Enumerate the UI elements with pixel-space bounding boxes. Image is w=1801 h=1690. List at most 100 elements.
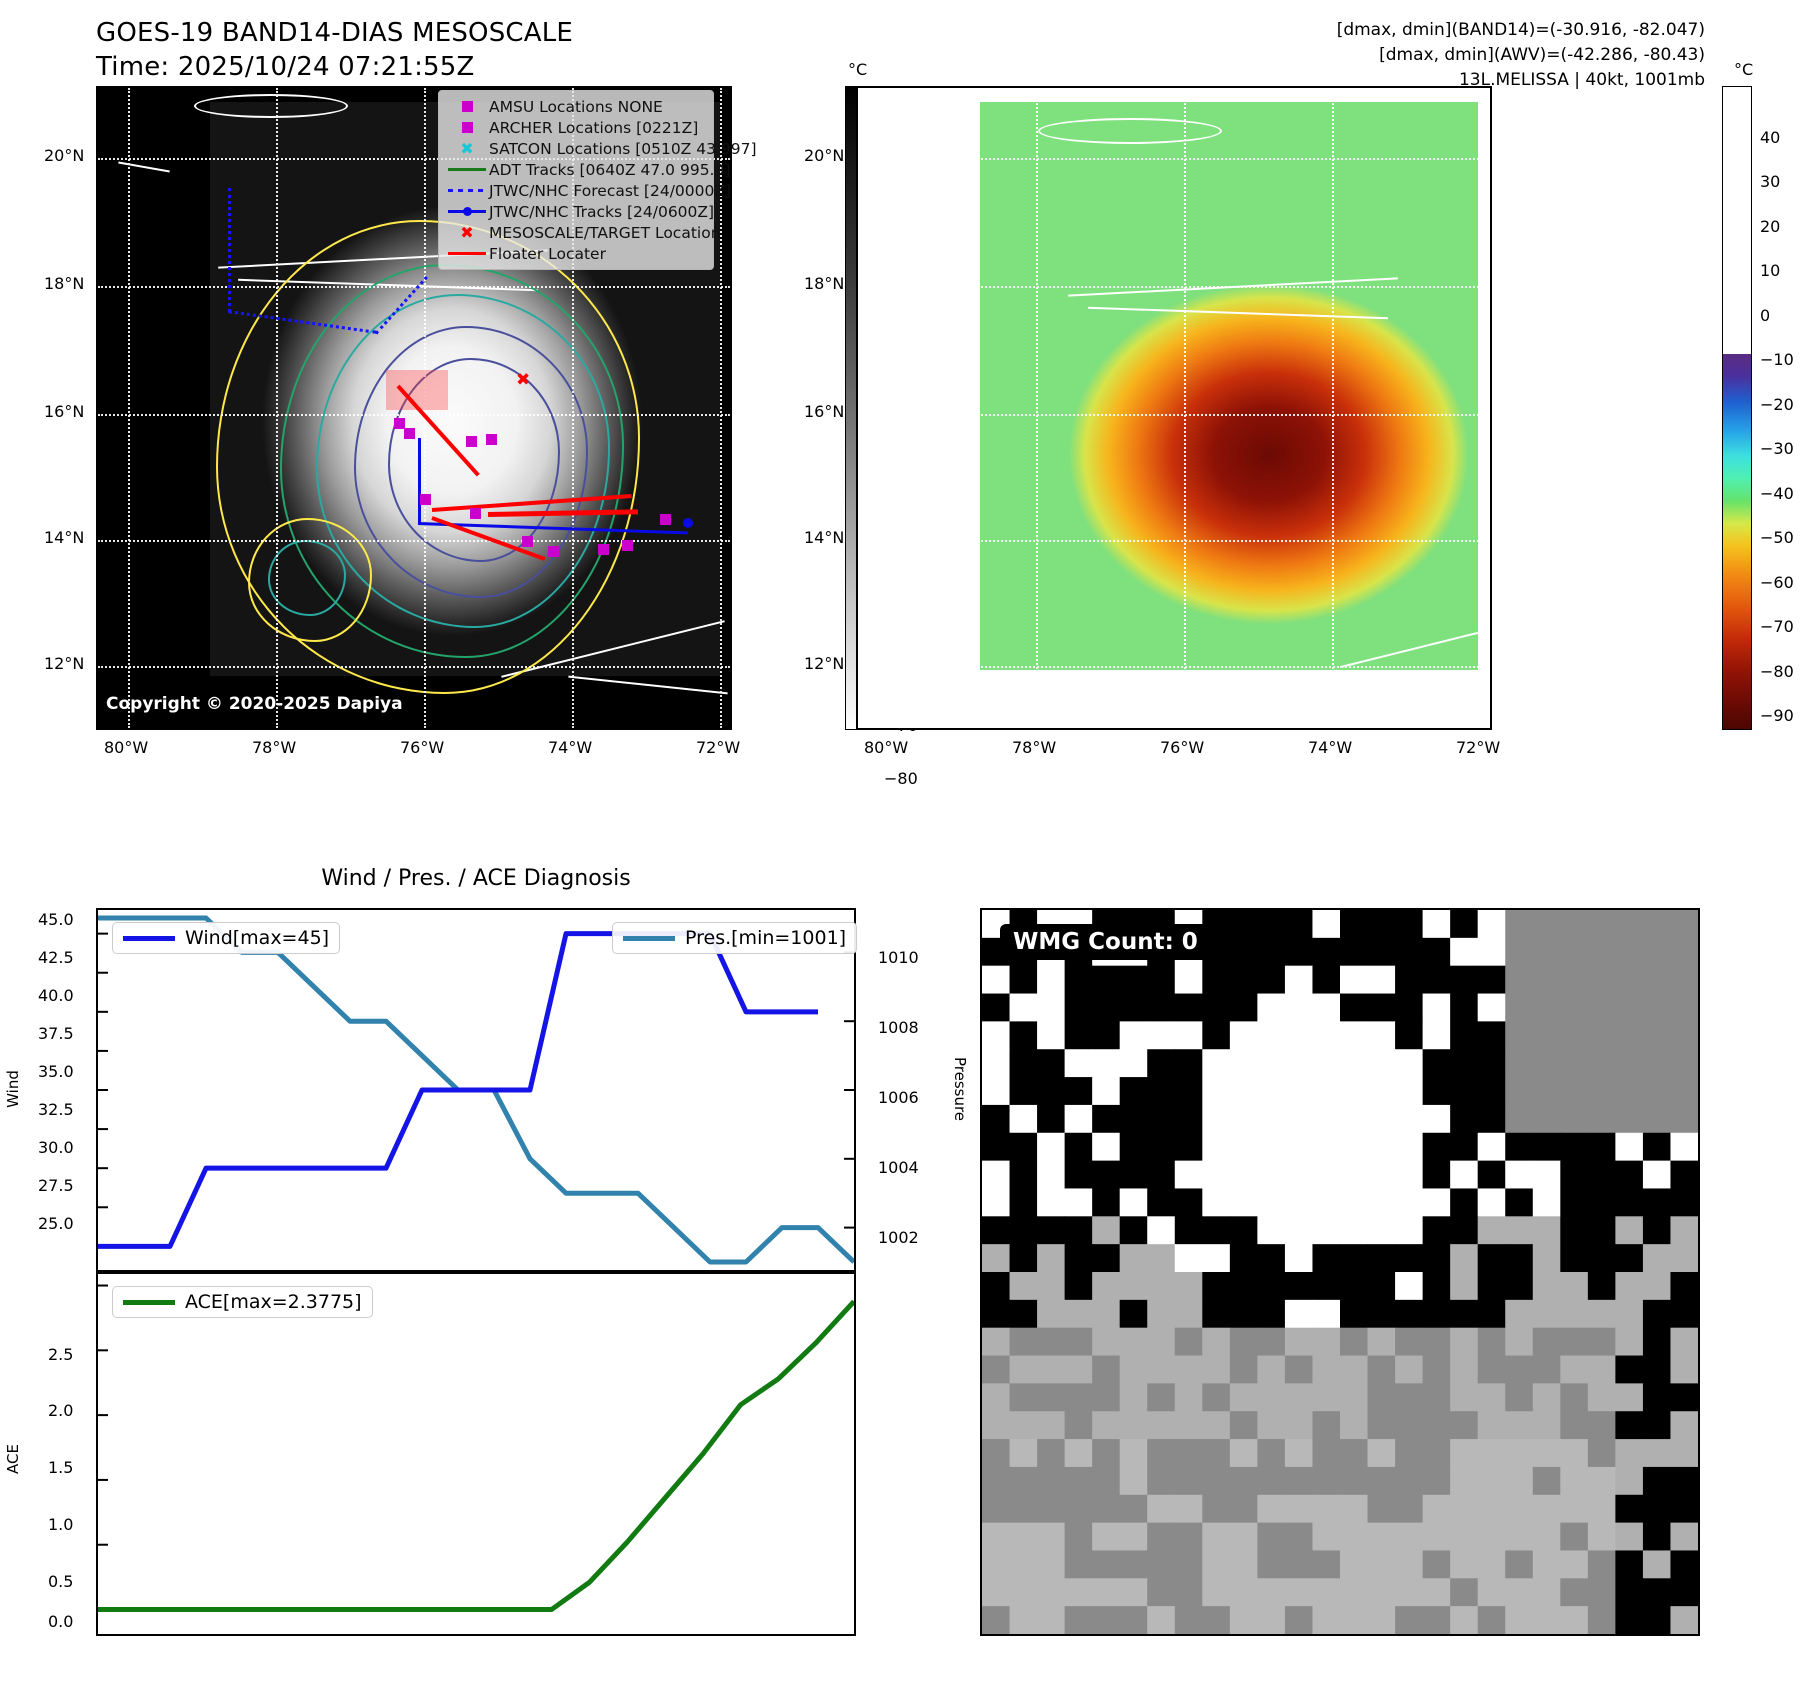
ace-tick: 2.5 bbox=[48, 1345, 74, 1364]
wmg-map[interactable]: WMG Count: 0 bbox=[980, 908, 1700, 1636]
square-magenta-icon bbox=[445, 122, 489, 133]
wind-legend-swatch bbox=[123, 935, 175, 941]
line-dotted-blue-icon bbox=[445, 189, 489, 192]
ace-legend[interactable]: ACE[max=2.3775] bbox=[112, 1286, 373, 1318]
wind-tick: 37.5 bbox=[38, 1024, 74, 1043]
awv-lat-label: 12°N bbox=[804, 654, 845, 673]
ace-tick: 2.0 bbox=[48, 1401, 74, 1420]
awv-cb-tick: −30 bbox=[1760, 439, 1794, 458]
legend-label: MESOSCALE/TARGET Location bbox=[489, 223, 721, 242]
wind-tick: 35.0 bbox=[38, 1062, 74, 1081]
legend-item-satcon[interactable]: ✖ SATCON Locations [0510Z 43 997] bbox=[445, 138, 756, 159]
pressure-legend-swatch bbox=[623, 935, 675, 941]
pressure-legend[interactable]: Pres.[min=1001] bbox=[612, 922, 858, 954]
ir-lat-label: 20°N bbox=[44, 146, 85, 165]
legend-item-amsu[interactable]: AMSU Locations NONE bbox=[445, 96, 707, 117]
awv-lon-label: 80°W bbox=[864, 738, 909, 757]
ir-map-legend[interactable]: AMSU Locations NONE ARCHER Locations [02… bbox=[438, 90, 757, 270]
legend-item-jtwc-tracks[interactable]: JTWC/NHC Tracks [24/0600Z] bbox=[445, 201, 714, 222]
legend-item-adt-tracks[interactable]: ADT Tracks [0640Z 47.0 995.0] bbox=[445, 159, 730, 180]
ir-sector-mask-right bbox=[720, 88, 730, 728]
copyright-text: Copyright © 2020-2025 Dapiya bbox=[106, 694, 403, 714]
wind-tick: 25.0 bbox=[38, 1214, 74, 1233]
awv-cb-tick: −20 bbox=[1760, 395, 1794, 414]
legend-item-forecast[interactable]: JTWC/NHC Forecast [24/0000Z] bbox=[445, 180, 731, 201]
pressure-axis-label: Pressure bbox=[951, 1056, 970, 1122]
awv-lat-label: 20°N bbox=[804, 146, 845, 165]
wind-legend[interactable]: Wind[max=45] bbox=[112, 922, 341, 954]
archer-location-marker bbox=[470, 508, 481, 519]
wind-tick: 27.5 bbox=[38, 1176, 74, 1195]
wind-axis-label: Wind bbox=[3, 1070, 22, 1108]
legend-label: SATCON Locations [0510Z 43 997] bbox=[489, 139, 757, 158]
gridline-lat-20N bbox=[98, 158, 730, 160]
ace-plot bbox=[98, 1284, 854, 1613]
awv-mask-bottom bbox=[858, 670, 1490, 728]
legend-label: AMSU Locations NONE bbox=[489, 97, 663, 116]
legend-item-archer[interactable]: ARCHER Locations [0221Z] bbox=[445, 117, 707, 138]
ace-tick: 1.5 bbox=[48, 1458, 74, 1477]
awv-lon-label: 78°W bbox=[1012, 738, 1057, 757]
jtwc-track-segment-1 bbox=[418, 438, 421, 524]
awv-cb-tick: 20 bbox=[1760, 217, 1781, 236]
ace-chart[interactable] bbox=[96, 1272, 856, 1636]
ir-lat-label: 16°N bbox=[44, 402, 85, 421]
wind-tick: 32.5 bbox=[38, 1100, 74, 1119]
ace-legend-label: ACE[max=2.3775] bbox=[185, 1291, 362, 1313]
metadata-block: [dmax, dmin](BAND14)=(-30.916, -82.047) … bbox=[1337, 18, 1705, 93]
gridline-lon-76W bbox=[1184, 88, 1186, 728]
awv-cb-tick: −10 bbox=[1760, 350, 1794, 369]
page-title: GOES-19 BAND14-DIAS MESOSCALE Time: 2025… bbox=[96, 16, 573, 84]
ace-tick: 0.5 bbox=[48, 1572, 74, 1591]
awv-colorbar[interactable] bbox=[1722, 86, 1752, 730]
line-green-icon bbox=[445, 168, 489, 171]
legend-label: JTWC/NHC Forecast [24/0000Z] bbox=[489, 181, 732, 200]
ir-lat-label: 14°N bbox=[44, 528, 85, 547]
legend-item-floater-locater[interactable]: Floater Locater bbox=[445, 243, 707, 264]
pressure-tick: 1004 bbox=[878, 1158, 919, 1177]
wind-tick: 40.0 bbox=[38, 986, 74, 1005]
contour-teal bbox=[316, 294, 610, 628]
coastline-cuba bbox=[1038, 118, 1222, 144]
coastline-cuba bbox=[194, 94, 348, 118]
ir-lat-label: 12°N bbox=[44, 654, 85, 673]
archer-location-marker bbox=[598, 544, 609, 555]
jtwc-track-marker bbox=[683, 518, 693, 528]
gridline-lon-74W bbox=[1332, 88, 1334, 728]
ir-lat-label: 18°N bbox=[44, 274, 85, 293]
awv-imagery bbox=[980, 102, 1478, 670]
ace-tick: 1.0 bbox=[48, 1515, 74, 1534]
wind-pressure-chart[interactable] bbox=[96, 908, 856, 1272]
awv-cb-tick: −60 bbox=[1760, 573, 1794, 592]
forecast-track-segment-1 bbox=[228, 188, 231, 312]
awv-map[interactable] bbox=[856, 86, 1492, 730]
ir-mesoscale-map[interactable]: ✖ Copyright © 2020-2025 Dapiya bbox=[96, 86, 732, 730]
contour-yellow-sw bbox=[248, 518, 372, 642]
archer-location-marker bbox=[404, 428, 415, 439]
gridline-lon-78W bbox=[276, 88, 278, 728]
gridline-lat-16N bbox=[858, 414, 1490, 416]
pressure-tick: 1010 bbox=[878, 948, 919, 967]
archer-location-marker bbox=[486, 434, 497, 445]
ace-axis-label: ACE bbox=[3, 1444, 22, 1474]
title-line-2: Time: 2025/10/24 07:21:55Z bbox=[96, 52, 475, 82]
awv-lat-label: 14°N bbox=[804, 528, 845, 547]
archer-location-marker bbox=[466, 436, 477, 447]
awv-mask-left bbox=[858, 88, 980, 728]
awv-lon-label: 74°W bbox=[1308, 738, 1353, 757]
awv-mask-top bbox=[858, 88, 1490, 102]
ir-lon-label: 78°W bbox=[252, 738, 297, 757]
gridline-lon-72W bbox=[1480, 88, 1482, 728]
wind-tick: 42.5 bbox=[38, 948, 74, 967]
legend-item-mesoscale-target[interactable]: ✖ MESOSCALE/TARGET Location bbox=[445, 222, 720, 243]
pressure-tick: 1006 bbox=[878, 1088, 919, 1107]
contour-navy-inner bbox=[388, 358, 560, 562]
wmg-cells bbox=[982, 910, 1698, 1634]
awv-cb-tick: 30 bbox=[1760, 172, 1781, 191]
contour-teal-sw bbox=[268, 540, 346, 616]
awv-cb-tick: 0 bbox=[1760, 306, 1771, 325]
gridline-lat-12N bbox=[98, 666, 730, 668]
meta-awv-range: [dmax, dmin](AWV)=(-42.286, -80.43) bbox=[1379, 45, 1705, 65]
archer-location-marker bbox=[622, 540, 633, 551]
